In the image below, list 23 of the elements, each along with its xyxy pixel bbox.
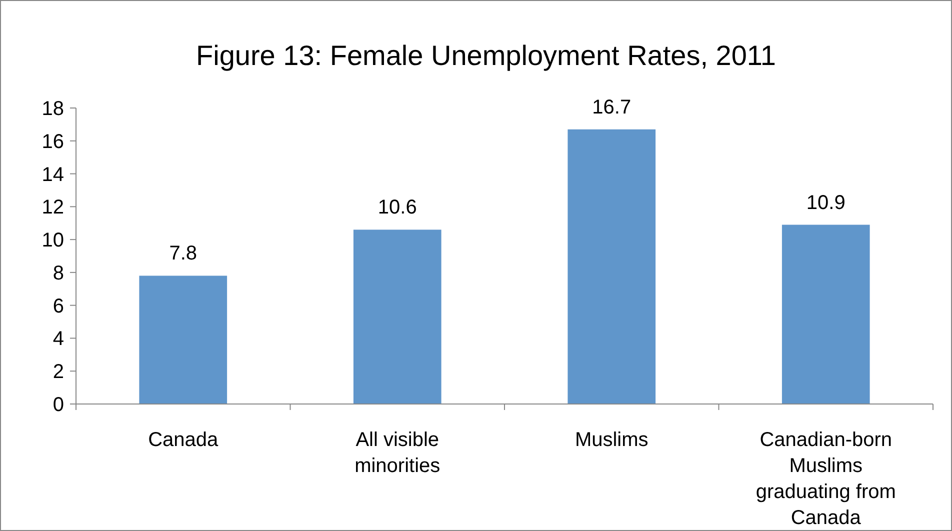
- y-tick-label: 8: [52, 262, 64, 284]
- x-tick-label: All visible minorities: [354, 429, 440, 477]
- y-tick-label: 6: [52, 295, 64, 318]
- y-tick-label: 10: [42, 230, 64, 252]
- data-label: 10.6: [378, 196, 417, 219]
- bar: [353, 230, 442, 404]
- x-tick-label: Canada: [148, 429, 220, 451]
- y-tick-label: 0: [52, 394, 64, 416]
- y-tick-label: 12: [42, 196, 64, 219]
- y-tick-label: 16: [42, 130, 64, 153]
- y-tick-label: 4: [52, 328, 64, 350]
- bar: [782, 224, 870, 404]
- y-tick-label: 14: [42, 164, 64, 186]
- bar: [568, 129, 656, 404]
- chart-title: Figure 13: Female Unemployment Rates, 2011: [196, 40, 776, 71]
- x-tick-label: Canadian-born Muslims graduating from Canada: [756, 429, 896, 529]
- y-tick-label: 2: [52, 361, 64, 384]
- y-tick-label: 18: [42, 98, 64, 120]
- data-label: 7.8: [169, 242, 198, 265]
- data-label: 16.7: [592, 96, 632, 118]
- data-label: 10.9: [806, 192, 846, 214]
- x-tick-label: Muslims: [574, 429, 648, 451]
- bar: [139, 276, 228, 404]
